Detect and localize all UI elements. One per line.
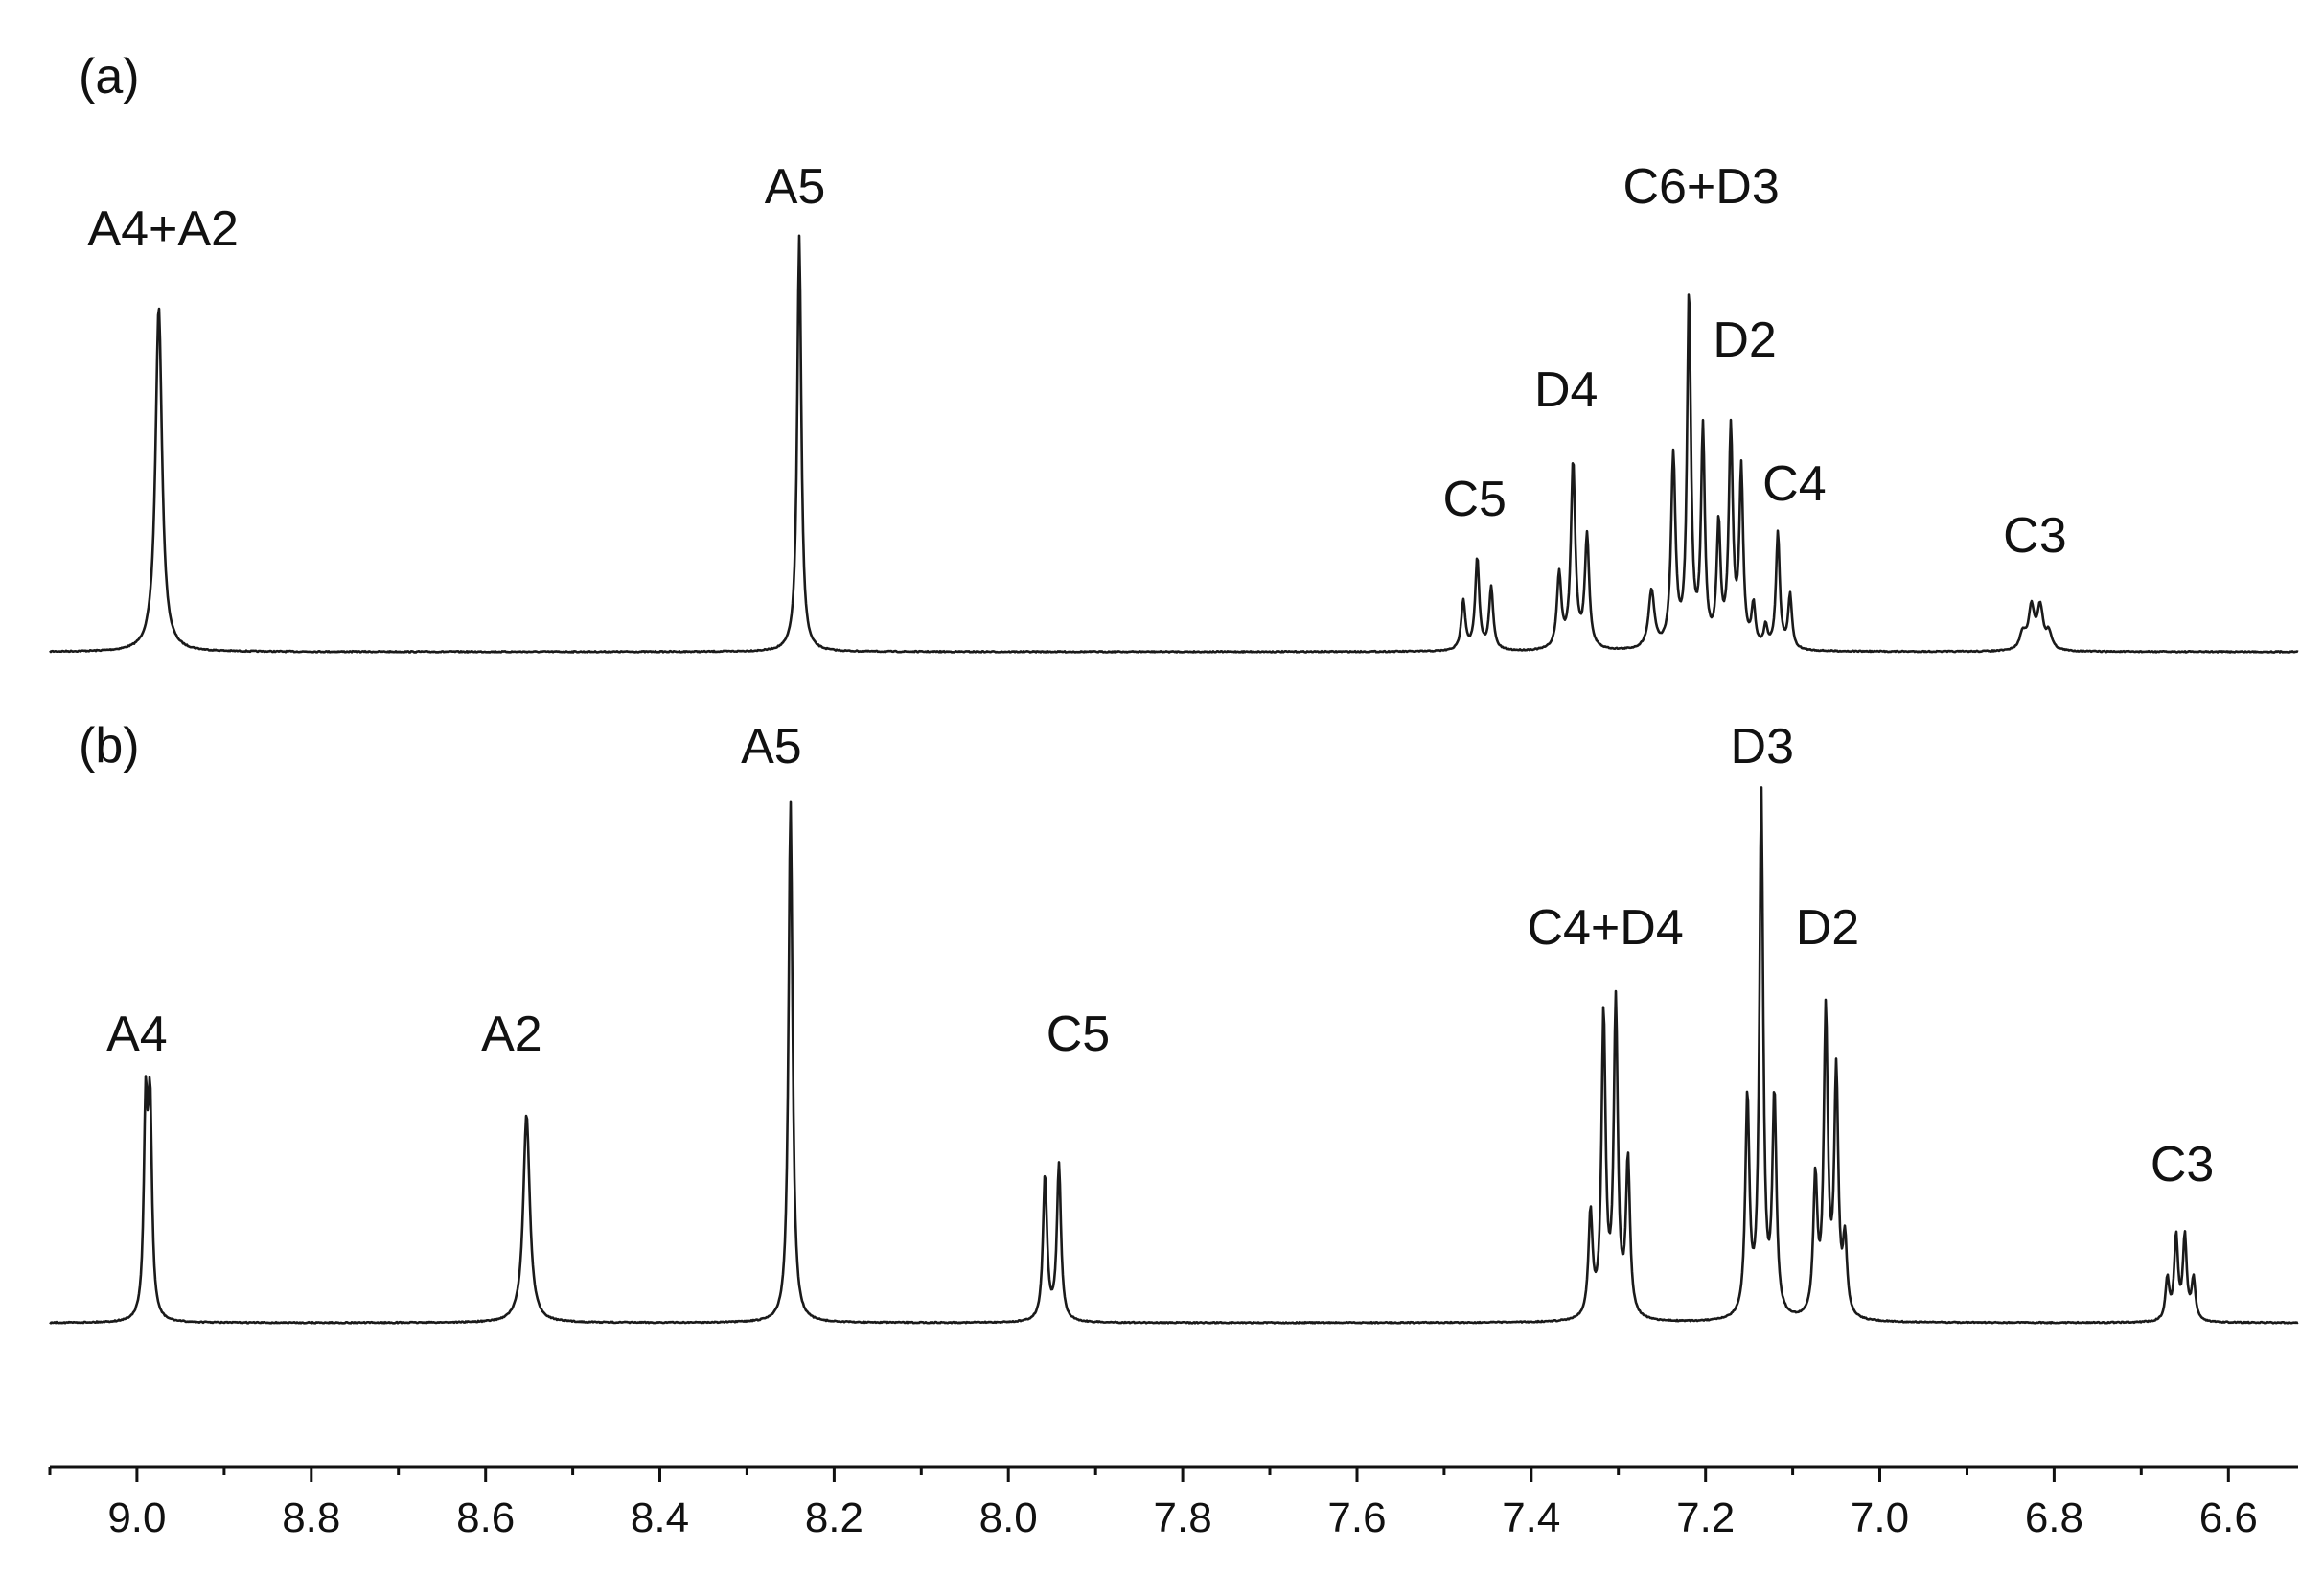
peak-label-b-a5: A5 xyxy=(741,719,802,775)
x-tick-label: 8.6 xyxy=(456,1494,515,1541)
panel-b-tag: (b) xyxy=(79,718,140,774)
panel-a-tag: (a) xyxy=(79,49,140,104)
peak-label-a-c5: C5 xyxy=(1442,472,1506,527)
peak-label-a-c6-d3: C6+D3 xyxy=(1622,159,1779,215)
spectrum-a-line xyxy=(49,234,2299,654)
x-tick-label: 8.4 xyxy=(631,1494,689,1541)
x-tick-label: 6.8 xyxy=(2025,1494,2083,1541)
x-tick-label: 7.2 xyxy=(1676,1494,1735,1541)
peak-label-b-a4: A4 xyxy=(106,1007,168,1062)
peak-label-a-d4: D4 xyxy=(1534,362,1598,418)
x-tick-label: 7.4 xyxy=(1502,1494,1560,1541)
x-tick-label: 8.2 xyxy=(805,1494,863,1541)
x-axis-ticks: 9.0 8.8 8.6 8.4 8.2 8.0 7.8 7.6 7.4 7.2 7.0 6.8 6.6 xyxy=(48,1467,2258,1541)
peak-label-b-c4-d4: C4+D4 xyxy=(1527,900,1683,956)
x-tick-label: 7.6 xyxy=(1327,1494,1386,1541)
peak-label-a-a5: A5 xyxy=(765,159,826,215)
panel-a: (a) A4+A2 A5 C6+D3 D4 D2 C5 C4 C3 xyxy=(49,49,2299,654)
x-tick-label: 6.6 xyxy=(2199,1494,2258,1541)
peak-label-b-d3: D3 xyxy=(1731,719,1794,775)
peak-label-b-a2: A2 xyxy=(481,1007,542,1062)
peak-label-a-d2: D2 xyxy=(1713,312,1776,368)
x-tick-label: 7.8 xyxy=(1154,1494,1212,1541)
peak-label-b-c5: C5 xyxy=(1047,1007,1110,1062)
peak-label-b-d2: D2 xyxy=(1796,900,1859,956)
x-axis: 9.0 8.8 8.6 8.4 8.2 8.0 7.8 7.6 7.4 7.2 7.0 6.8 6.6 xyxy=(48,1465,2298,1541)
x-tick-label: 8.8 xyxy=(282,1494,340,1541)
peak-label-b-c3: C3 xyxy=(2151,1137,2214,1192)
peak-label-a-c3: C3 xyxy=(2003,508,2066,564)
panel-b: (b) A4 A2 A5 C5 C4+D4 D3 D2 C3 xyxy=(49,718,2299,1325)
panel-a-peak-labels: A4+A2 A5 C6+D3 D4 D2 C5 C4 C3 xyxy=(87,159,2066,564)
panel-b-peak-labels: A4 A2 A5 C5 C4+D4 D3 D2 C3 xyxy=(106,719,2214,1192)
x-tick-label: 9.0 xyxy=(107,1494,166,1541)
peak-label-a-a4-a2: A4+A2 xyxy=(87,201,239,257)
x-tick-label: 7.0 xyxy=(1851,1494,1909,1541)
x-tick-label: 8.0 xyxy=(979,1494,1038,1541)
spectrum-b-line xyxy=(49,786,2299,1325)
peak-label-a-c4: C4 xyxy=(1762,456,1826,512)
